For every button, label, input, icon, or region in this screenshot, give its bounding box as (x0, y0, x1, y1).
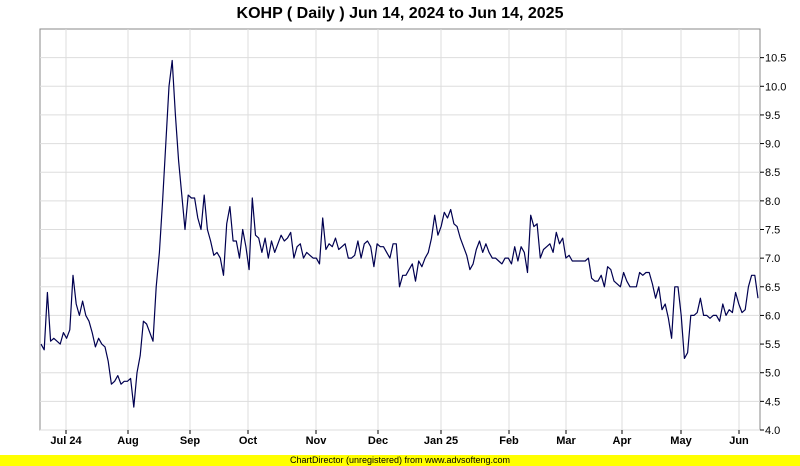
y-tick-label: 7.5 (765, 225, 780, 237)
footer-credit: ChartDirector (unregistered) from www.ad… (289, 455, 511, 465)
x-tick-label: Mar (556, 435, 576, 447)
y-tick-label: 9.0 (765, 139, 780, 151)
x-tick-label: Jun (729, 435, 749, 447)
x-tick-label: Aug (117, 435, 138, 447)
y-tick-label: 4.5 (765, 396, 780, 408)
price-series-line (40, 59, 759, 408)
y-tick-label: 10.0 (765, 81, 786, 93)
chart-title: KOHP ( Daily ) Jun 14, 2024 to Jun 14, 2… (237, 5, 564, 22)
y-tick-label: 4.0 (765, 425, 780, 437)
y-tick-label: 10.5 (765, 53, 786, 65)
footer-bar (0, 455, 800, 466)
x-tick-label: Feb (499, 435, 519, 447)
y-tick-label: 9.5 (765, 110, 780, 122)
y-tick-label: 6.0 (765, 310, 780, 322)
x-tick-label: Jul 24 (50, 435, 82, 447)
x-tick-label: Jan 25 (424, 435, 458, 447)
y-tick-label: 8.5 (765, 167, 780, 179)
x-tick-label: Dec (368, 435, 388, 447)
y-axis-ticks: 4.0 4.5 5.0 5.5 6.0 6.5 7.0 7.5 8.0 8.5 9.0 9.5 10.0… (760, 53, 786, 437)
y-tick-label: 5.0 (765, 368, 780, 380)
x-tick-label: Nov (306, 435, 328, 447)
x-tick-label: Sep (180, 435, 200, 447)
y-tick-label: 8.0 (765, 196, 780, 208)
x-tick-label: Apr (613, 435, 633, 447)
y-tick-label: 7.0 (765, 253, 780, 265)
y-tick-label: 5.5 (765, 339, 780, 351)
y-tick-label: 6.5 (765, 282, 780, 294)
x-axis-ticks: Jul 24 Aug Sep Oct Nov Dec Jan 25 Feb Mar Apr May J… (50, 430, 749, 447)
x-tick-label: Oct (239, 435, 258, 447)
x-tick-label: May (670, 435, 692, 447)
